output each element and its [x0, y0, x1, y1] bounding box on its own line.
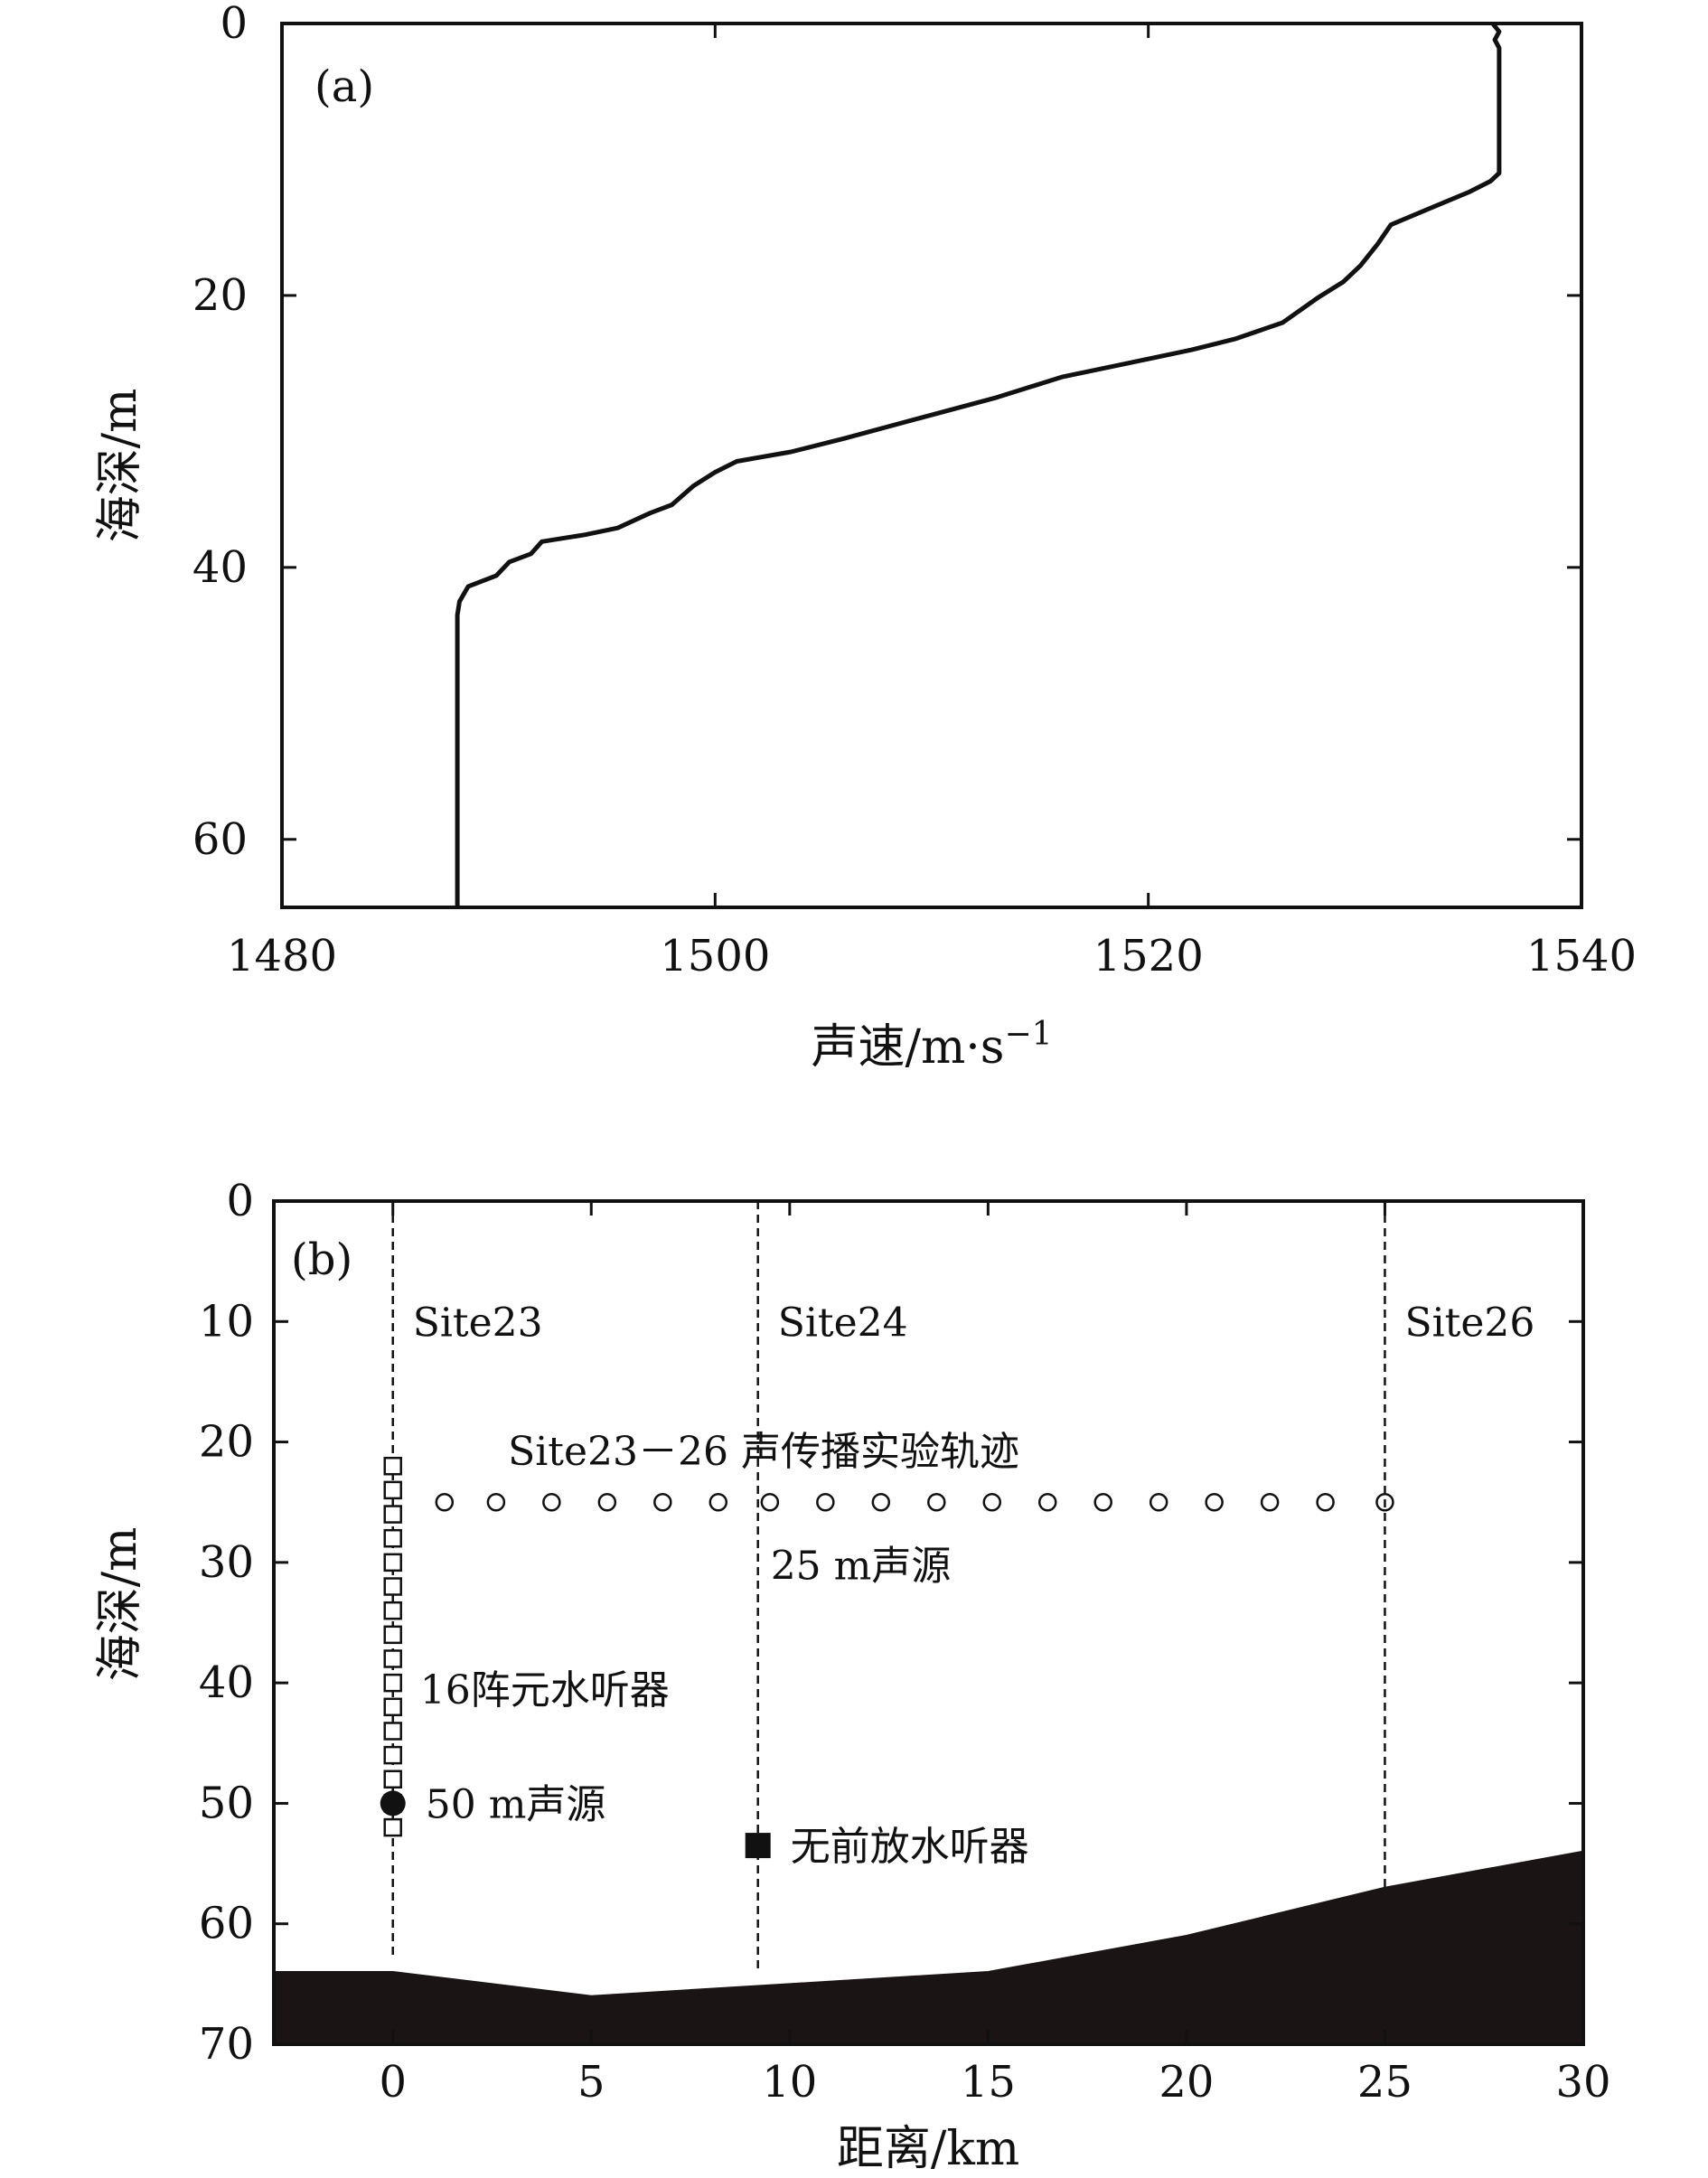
track-point [816, 1492, 835, 1512]
panel-b-ytick-label: 0 [226, 1176, 254, 1226]
panel-b-ytick-label: 50 [199, 1778, 254, 1828]
panel-b-ytick-label: 60 [199, 1899, 254, 1949]
panel-a-ytick-label: 40 [192, 542, 248, 593]
track-point [982, 1492, 1002, 1512]
track-point [927, 1492, 946, 1512]
site-label: Site24 [778, 1300, 908, 1346]
vla-element [383, 1577, 402, 1596]
track-point [486, 1492, 506, 1512]
sound-speed-profile-line [455, 22, 1502, 907]
vla-label: 16阵元水听器 [420, 1667, 670, 1713]
track-point [1037, 1492, 1057, 1512]
panel-a-xtick-label: 1540 [1526, 931, 1637, 981]
vla-element [383, 1505, 402, 1524]
seabed-bathymetry [273, 1850, 1584, 2045]
panel-a-ytick-label: 20 [192, 270, 248, 321]
hydrophone-label: 无前放水听器 [791, 1824, 1029, 1870]
track-point [709, 1492, 728, 1512]
track-point [542, 1492, 561, 1512]
track-point [1093, 1492, 1112, 1512]
vla-element [383, 1625, 402, 1645]
source-track-label: Site23－26 声传播实验轨迹 [508, 1429, 1019, 1475]
panel-a-xtick-label: 1500 [660, 931, 770, 981]
panel-b-plot-frame [272, 1199, 1585, 2046]
vla-element [383, 1480, 402, 1500]
panel-b: Site23 Site24 Site26 0 5 10 15 20 25 30 0 10 20 30 4… [93, 1176, 1611, 2176]
source-50m-label: 50 m声源 [426, 1781, 606, 1827]
panel-b-ylabel: 海深/m [93, 1527, 147, 1682]
vla-element [383, 1456, 402, 1476]
panel-a-xlabel-superscript: −1 [1004, 1016, 1052, 1053]
vla-element [383, 1697, 402, 1717]
panel-b-ytick-label: 20 [199, 1417, 254, 1468]
vla-element [383, 1528, 402, 1548]
panel-a-label: (a) [314, 61, 374, 112]
vla-element [383, 1770, 402, 1789]
panel-b-xlabel: 距离/km [837, 2122, 1019, 2176]
track-point [435, 1492, 455, 1512]
panel-b-xtick-label: 0 [379, 2057, 407, 2108]
track-point [597, 1492, 617, 1512]
panel-b-xtick-label: 30 [1555, 2057, 1610, 2108]
panel-b-ytick-label: 70 [199, 2019, 254, 2070]
panel-b-ytick-label: 10 [199, 1296, 254, 1347]
panel-a-plot-frame [280, 22, 1583, 909]
vla-element [383, 1553, 402, 1572]
vla-element [383, 1817, 402, 1837]
panel-a-xtick-label: 1480 [227, 931, 337, 981]
panel-a-ytick-label: 60 [192, 814, 248, 865]
panel-b-ytick-label: 40 [199, 1657, 254, 1708]
panel-b-xtick-label: 10 [762, 2057, 817, 2108]
track-point [760, 1492, 780, 1512]
vla-element [383, 1745, 402, 1765]
source-25m-label: 25 m声源 [771, 1544, 952, 1590]
track-point [1316, 1492, 1335, 1512]
track-point [871, 1492, 891, 1512]
track-point [1205, 1492, 1224, 1512]
panel-b-xtick-label: 25 [1357, 2057, 1412, 2108]
source-50m-marker [380, 1790, 406, 1817]
track-point [653, 1492, 672, 1512]
vla-element [383, 1601, 402, 1620]
site-label: Site23 [413, 1300, 543, 1346]
vla-element [383, 1673, 402, 1693]
hydrophone-marker [745, 1833, 771, 1859]
panel-a-xlabel: 声速/m·s−1 [811, 1016, 1052, 1075]
vla-element [383, 1722, 402, 1741]
panel-b-xtick-label: 15 [961, 2057, 1016, 2108]
panel-b-ytick-label: 30 [199, 1537, 254, 1588]
track-point [1149, 1492, 1168, 1512]
vla-element [383, 1649, 402, 1668]
panel-a-xtick-label: 1520 [1093, 931, 1204, 981]
panel-a-ytick-label: 0 [220, 0, 248, 49]
track-point [1260, 1492, 1280, 1512]
track-point [1375, 1492, 1394, 1512]
panel-a-ylabel: 海深/m [93, 389, 147, 543]
site-label: Site26 [1404, 1300, 1534, 1346]
panel-b-label: (b) [291, 1235, 352, 1285]
panel-b-xtick-label: 5 [577, 2057, 605, 2108]
panel-b-xtick-label: 20 [1159, 2057, 1214, 2108]
panel-a: 1480 1500 1520 1540 0 20 40 60 (a) 声速/m·s−1 海深… [93, 0, 1637, 1075]
